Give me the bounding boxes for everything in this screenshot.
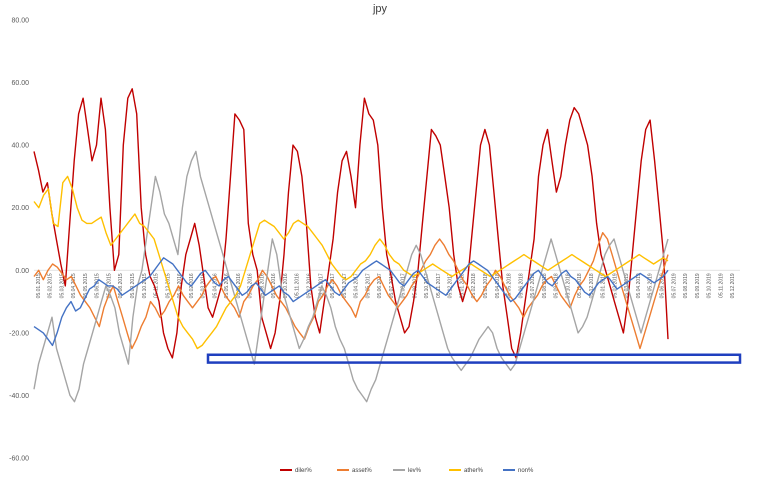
x-tick-label: 05.03.2015 <box>59 273 65 298</box>
x-tick-label: 05.04.2018 <box>495 273 501 298</box>
x-tick-label: 05.06.2017 <box>377 273 383 298</box>
x-tick-label: 05.06.2018 <box>518 273 524 298</box>
x-tick-label: 05.04.2015 <box>71 273 77 298</box>
y-tick-label: -40.00 <box>9 393 29 400</box>
x-tick-label: 05.07.2019 <box>671 273 677 298</box>
x-tick-label: 05.08.2018 <box>542 273 548 298</box>
x-tick-label: 05.10.2016 <box>283 273 289 298</box>
x-tick-label: 05.08.2015 <box>118 273 124 298</box>
legend-label: lev% <box>408 468 422 474</box>
x-tick-label: 05.05.2016 <box>224 273 230 298</box>
x-tick-label: 05.06.2015 <box>95 273 101 298</box>
legend: diler% asset% lev% ather% non% <box>280 468 534 474</box>
x-tick-label: 05.12.2019 <box>730 273 736 298</box>
highlight-box <box>206 353 742 364</box>
x-tick-label: 05.12.2017 <box>448 273 454 298</box>
x-tick-label: 05.07.2016 <box>248 273 254 298</box>
series-layer <box>33 88 669 403</box>
y-tick-label: -60.00 <box>9 456 29 463</box>
x-tick-label: 05.10.2015 <box>142 273 148 298</box>
series-line-lev <box>33 150 669 403</box>
x-tick-label: 05.04.2017 <box>354 273 360 298</box>
x-tick-label: 05.10.2018 <box>565 273 571 298</box>
x-tick-label: 05.01.2016 <box>177 273 183 298</box>
x-tick-label: 05.05.2018 <box>507 273 513 298</box>
x-tick-label: 05.02.2018 <box>471 273 477 298</box>
x-tick-label: 05.01.2015 <box>36 273 42 298</box>
x-tick-label: 05.10.2017 <box>424 273 430 298</box>
x-tick-label: 05.06.2019 <box>660 273 666 298</box>
x-tick-label: 05.11.2016 <box>295 273 301 298</box>
x-tick-label: 05.05.2015 <box>83 273 89 298</box>
annotation-layer <box>206 353 742 364</box>
x-tick-label: 05.12.2016 <box>307 273 313 298</box>
x-tick-label: 05.05.2019 <box>648 273 654 298</box>
y-tick-label: 20.00 <box>11 205 29 212</box>
x-tick-label: 05.02.2017 <box>330 273 336 298</box>
x-tick-label: 05.07.2018 <box>530 273 536 298</box>
legend-label: non% <box>518 468 534 474</box>
series-line-asset <box>33 231 669 350</box>
series-line-diler <box>33 88 669 359</box>
x-tick-label: 05.02.2015 <box>48 273 54 298</box>
x-tick-label: 05.11.2019 <box>718 273 724 298</box>
series-line-ather <box>33 175 669 350</box>
y-tick-label: -20.00 <box>9 330 29 337</box>
x-tick-label: 05.09.2019 <box>695 273 701 298</box>
x-tick-label: 05.08.2019 <box>683 273 689 298</box>
x-tick-label: 05.03.2017 <box>342 273 348 298</box>
y-tick-label: 80.00 <box>11 18 29 25</box>
x-tick-label: 05.11.2015 <box>154 273 160 298</box>
y-tick-label: 40.00 <box>11 143 29 150</box>
series-line-non <box>33 257 669 347</box>
x-tick-label: 05.10.2019 <box>707 273 713 298</box>
y-tick-label: 0.00 <box>15 268 29 275</box>
legend-label: ather% <box>464 468 484 474</box>
x-tick-label: 05.04.2016 <box>212 273 218 298</box>
legend-label: diler% <box>295 468 312 474</box>
chart-title: jpy <box>372 3 388 15</box>
x-tick-label: 05.01.2019 <box>601 273 607 298</box>
legend-label: asset% <box>352 468 372 474</box>
x-tick-label: 05.04.2019 <box>636 273 642 298</box>
x-tick-label: 05.07.2017 <box>389 273 395 298</box>
x-tick-label: 05.11.2017 <box>436 273 442 298</box>
x-tick-label: 05.12.2018 <box>589 273 595 298</box>
x-tick-label: 05.01.2018 <box>459 273 465 298</box>
y-axis: 80.00 60.00 40.00 20.00 0.00 -20.00 -40.00 -60.… <box>9 18 29 463</box>
x-tick-label: 05.09.2015 <box>130 273 136 298</box>
x-tick-label: 05.09.2016 <box>271 273 277 298</box>
x-tick-label: 05.03.2016 <box>201 273 207 298</box>
x-tick-label: 05.06.2016 <box>236 273 242 298</box>
x-tick-label: 05.05.2017 <box>365 273 371 298</box>
x-tick-label: 05.08.2016 <box>259 273 265 298</box>
y-tick-label: 60.00 <box>11 80 29 87</box>
